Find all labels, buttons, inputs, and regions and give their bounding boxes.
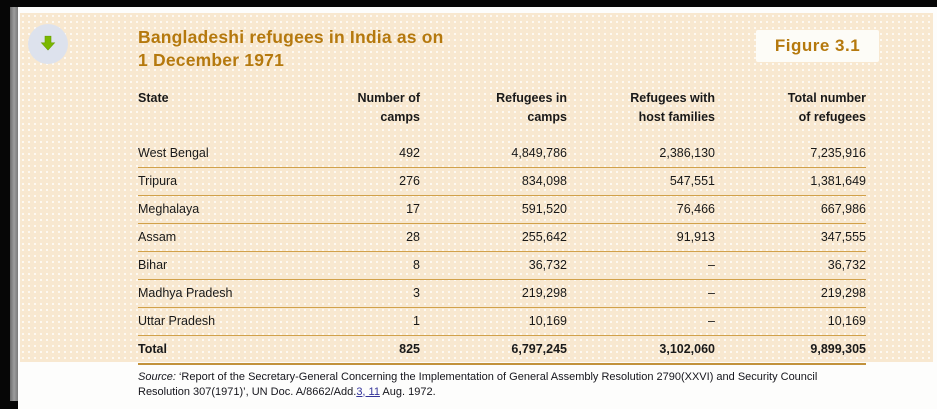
refugees-table: State Number of camps Refugees in camps <box>138 89 866 365</box>
cell-camps: 8 <box>298 251 420 280</box>
cell-host: 76,466 <box>567 195 715 224</box>
cell-camps: 17 <box>298 195 420 224</box>
figure-title: Bangladeshi refugees in India as on 1 De… <box>138 26 444 72</box>
source-text-before-link: ‘Report of the Secretary-General Concern… <box>138 371 818 398</box>
table-row: Assam 28 255,642 91,913 347,555 <box>138 223 866 252</box>
source-text-after-link: Aug. 1972. <box>379 385 436 398</box>
cell-in-camps: 255,642 <box>420 223 567 252</box>
cell-state: Total <box>138 335 298 365</box>
cell-total: 10,169 <box>715 307 866 336</box>
header-refugees-in-camps: Refugees in camps <box>496 91 567 124</box>
cell-state: Madhya Pradesh <box>138 279 298 308</box>
cell-total: 1,381,649 <box>715 167 866 196</box>
cell-host: – <box>567 279 715 308</box>
cell-camps: 276 <box>298 167 420 196</box>
cell-camps: 825 <box>298 335 420 365</box>
cell-in-camps: 834,098 <box>420 167 567 196</box>
cell-state: West Bengal <box>138 140 298 168</box>
cell-in-camps: 4,849,786 <box>420 140 567 168</box>
table-header-row: State Number of camps Refugees in camps <box>138 89 866 140</box>
cell-total: 219,298 <box>715 279 866 308</box>
table-row: Madhya Pradesh 3 219,298 – 219,298 <box>138 279 866 308</box>
cell-in-camps: 219,298 <box>420 279 567 308</box>
cell-state: Meghalaya <box>138 195 298 224</box>
cell-state: Tripura <box>138 167 298 196</box>
cell-state: Assam <box>138 223 298 252</box>
source-note: Source: ‘Report of the Secretary-General… <box>138 370 866 399</box>
cell-camps: 28 <box>298 223 420 252</box>
table-row: Meghalaya 17 591,520 76,466 667,986 <box>138 195 866 224</box>
figure-label: Figure 3.1 <box>774 36 861 55</box>
scrollbar-strip[interactable] <box>10 7 19 401</box>
figure-label-badge: Figure 3.1 <box>756 30 879 62</box>
cell-host: 2,386,130 <box>567 140 715 168</box>
content-panel: Bangladeshi refugees in India as on 1 De… <box>18 7 937 409</box>
table-row: Uttar Pradesh 1 10,169 – 10,169 <box>138 307 866 336</box>
cell-host: – <box>567 251 715 280</box>
cell-in-camps: 591,520 <box>420 195 567 224</box>
cell-in-camps: 10,169 <box>420 307 567 336</box>
header-refugees-host-families: Refugees with host families <box>630 91 715 124</box>
download-button[interactable] <box>28 24 68 64</box>
cell-state: Bihar <box>138 251 298 280</box>
cell-state: Uttar Pradesh <box>138 307 298 336</box>
source-label: Source: <box>138 371 176 383</box>
table-total-row: Total 825 6,797,245 3,102,060 9,899,305 <box>138 335 866 365</box>
table-row: West Bengal 492 4,849,786 2,386,130 7,23… <box>138 140 866 168</box>
table-row: Bihar 8 36,732 – 36,732 <box>138 251 866 280</box>
cell-host: – <box>567 307 715 336</box>
header-state: State <box>138 91 169 105</box>
cell-total: 9,899,305 <box>715 335 866 365</box>
figure-panel: Bangladeshi refugees in India as on 1 De… <box>20 13 933 365</box>
source-link[interactable]: 3, 11 <box>356 385 380 398</box>
cell-total: 36,732 <box>715 251 866 280</box>
cell-in-camps: 36,732 <box>420 251 567 280</box>
cell-camps: 492 <box>298 140 420 168</box>
cell-total: 667,986 <box>715 195 866 224</box>
cell-host: 547,551 <box>567 167 715 196</box>
download-arrow-icon <box>36 32 60 56</box>
cell-in-camps: 6,797,245 <box>420 335 567 365</box>
header-total-refugees: Total number of refugees <box>787 91 866 124</box>
figure-title-line1: Bangladeshi refugees in India as on <box>138 27 444 47</box>
cell-host: 91,913 <box>567 223 715 252</box>
header-number-of-camps: Number of camps <box>357 91 421 124</box>
cell-host: 3,102,060 <box>567 335 715 365</box>
cell-camps: 3 <box>298 279 420 308</box>
cell-camps: 1 <box>298 307 420 336</box>
table-row: Tripura 276 834,098 547,551 1,381,649 <box>138 167 866 196</box>
figure-title-line2: 1 December 1971 <box>138 50 285 70</box>
cell-total: 7,235,916 <box>715 140 866 168</box>
cell-total: 347,555 <box>715 223 866 252</box>
